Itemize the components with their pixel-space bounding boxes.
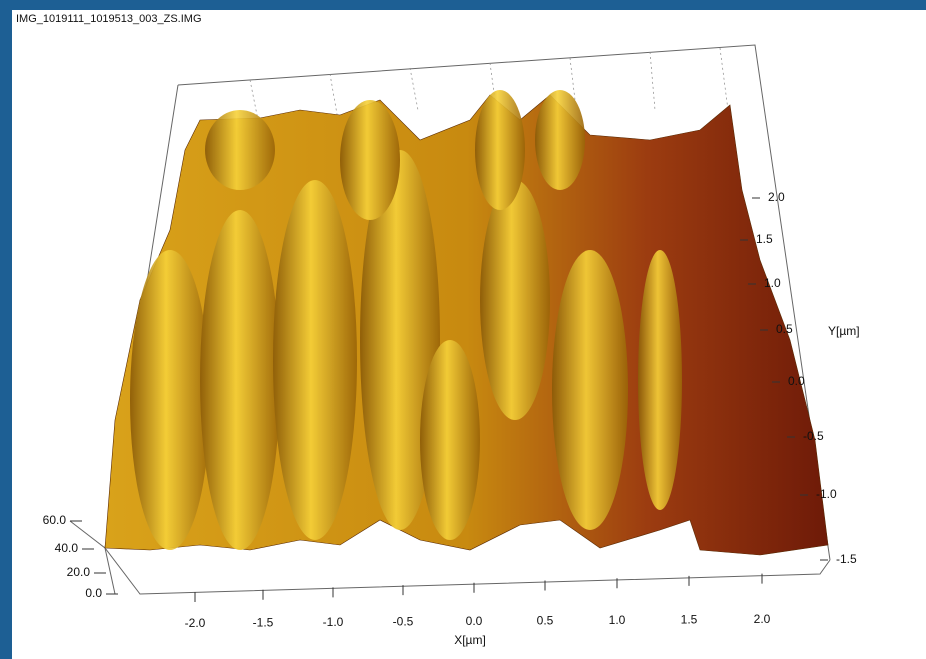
y-tick-label: 0.5: [776, 322, 793, 336]
x-tick-label: 2.0: [754, 612, 771, 626]
z-tick-label: 40.0: [55, 541, 79, 555]
x-tick-label: 1.0: [609, 613, 626, 627]
x-tick-label: -0.5: [393, 615, 414, 629]
z-tick-label: 0.0: [85, 586, 102, 600]
x-axis-label: X[µm]: [454, 633, 486, 647]
x-tick-label: -1.0: [323, 615, 344, 629]
y-axis-label: Y[µm]: [828, 324, 860, 338]
y-tick-label: 1.5: [756, 232, 773, 246]
ridges: [130, 90, 682, 550]
x-tick-label: 1.5: [681, 613, 698, 627]
y-tick-label: 2.0: [768, 190, 785, 204]
x-tick-label: -2.0: [185, 616, 206, 630]
y-tick-label: -1.5: [836, 552, 857, 566]
y-tick-label: 1.0: [764, 276, 781, 290]
box-edge: [104, 547, 116, 595]
y-tick-label: -1.0: [816, 487, 837, 501]
box-back: [177, 44, 831, 561]
y-tick-label: -0.5: [803, 429, 824, 443]
z-tick-label: 60.0: [43, 513, 67, 527]
x-tick-label: 0.5: [537, 614, 554, 628]
window-title: IMG_1019111_1019513_003_ZS.IMG: [16, 13, 202, 25]
box-base: [69, 520, 831, 595]
x-tick-label: -1.5: [253, 616, 274, 630]
z-tick-label: 20.0: [67, 565, 91, 579]
x-tick-label: 0.0: [466, 614, 483, 628]
y-tick-label: 0.0: [788, 374, 805, 388]
